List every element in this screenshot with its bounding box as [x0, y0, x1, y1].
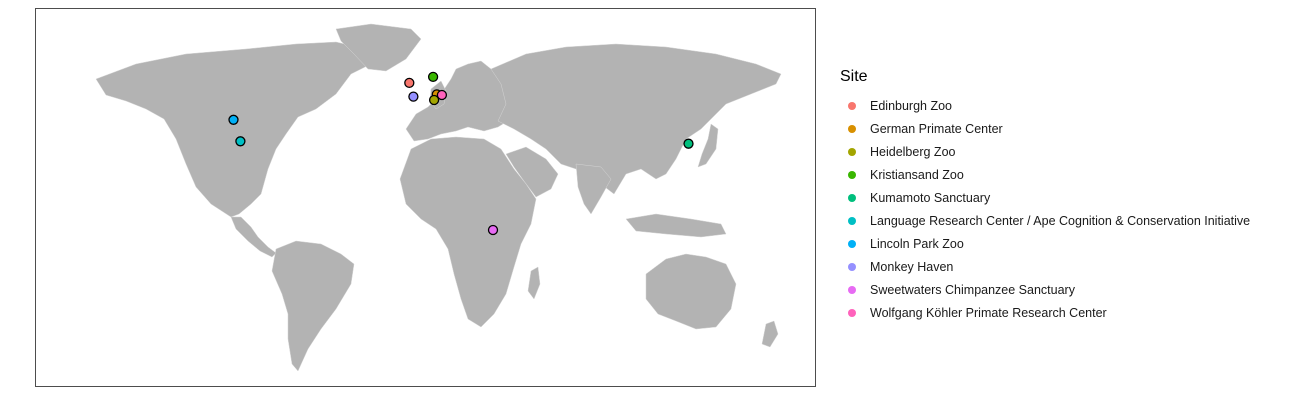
site-marker [428, 94, 440, 106]
legend-title: Site [840, 68, 868, 85]
legend-items: Edinburgh Zoo German Primate Center Heidel… [840, 94, 1250, 324]
legend-item: German Primate Center [840, 117, 1250, 140]
landmass-africa [399, 136, 537, 328]
legend-label: Sweetwaters Chimpanzee Sanctuary [870, 282, 1075, 297]
legend-item: Kristiansand Zoo [840, 163, 1250, 186]
legend-key [848, 216, 856, 225]
legend-key [848, 262, 856, 271]
landmass-asia [490, 43, 782, 195]
legend-key [848, 170, 856, 179]
legend-label: Kumamoto Sanctuary [870, 190, 991, 205]
legend-key [848, 308, 856, 317]
site-marker [228, 114, 239, 125]
landmass-south-america [271, 240, 355, 372]
legend-label: Monkey Haven [870, 259, 954, 274]
landmass-indonesia [625, 213, 727, 238]
legend-item: Monkey Haven [840, 255, 1250, 278]
site-marker [404, 77, 415, 89]
site-marker [235, 136, 246, 147]
legend-label: Language Research Center / Ape Cognition… [870, 213, 1251, 228]
legend-label: Edinburgh Zoo [870, 98, 953, 113]
site-marker [436, 89, 448, 101]
legend-key [848, 147, 856, 156]
landmass-australia [645, 253, 737, 330]
legend-label: Wolfgang Köhler Primate Research Center [870, 305, 1107, 320]
landmass-central-america [230, 216, 277, 258]
land-layer [95, 23, 782, 372]
site-markers [228, 71, 694, 236]
legend-key [848, 124, 856, 133]
legend-key [848, 101, 856, 110]
legend-label: Heidelberg Zoo [870, 144, 956, 159]
site-marker [487, 224, 499, 236]
landmass-madagascar [527, 266, 541, 300]
legend-item: Heidelberg Zoo [840, 140, 1250, 163]
legend-item: Wolfgang Köhler Primate Research Center [840, 301, 1250, 324]
landmass-north-america [95, 41, 372, 218]
landmass-new-zealand [761, 320, 779, 348]
site-marker [427, 71, 439, 83]
legend-item: Sweetwaters Chimpanzee Sanctuary [840, 278, 1250, 301]
legend-label: German Primate Center [870, 121, 1003, 136]
landmass-greenland [335, 23, 422, 72]
legend-item: Kumamoto Sanctuary [840, 186, 1250, 209]
landmass-japan [697, 123, 719, 168]
legend-item: Edinburgh Zoo [840, 94, 1250, 117]
map-panel [35, 8, 816, 387]
landmass-india [575, 163, 612, 215]
site-marker [683, 138, 694, 149]
legend-item: Language Research Center / Ape Cognition… [840, 209, 1250, 232]
legend-item: Lincoln Park Zoo [840, 232, 1250, 255]
legend-label: Lincoln Park Zoo [870, 236, 964, 251]
landmass-arabia [505, 146, 559, 198]
world-map [95, 23, 782, 372]
legend-key [848, 193, 856, 202]
legend-key [848, 239, 856, 248]
site-marker [408, 91, 419, 102]
legend: Site Edinburgh Zoo German Primate Center H… [840, 68, 1250, 324]
legend-key [848, 285, 856, 294]
legend-label: Kristiansand Zoo [870, 167, 964, 182]
